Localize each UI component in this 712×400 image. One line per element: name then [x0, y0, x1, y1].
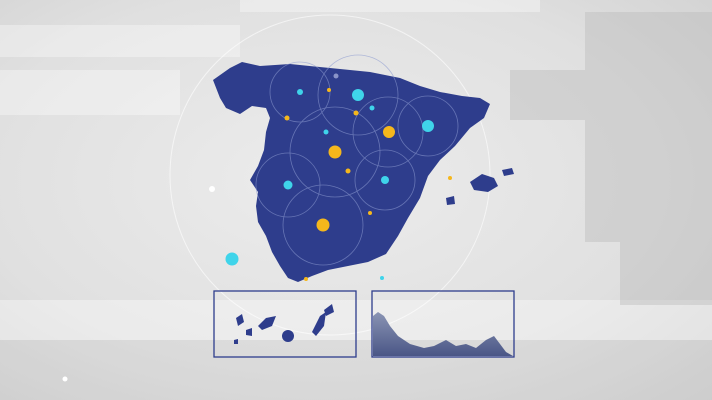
range-rings [255, 54, 459, 266]
arc [169, 14, 491, 336]
ibiza [446, 196, 455, 205]
coastline-profile [373, 312, 513, 356]
ceuta-melilla-inset [371, 290, 515, 358]
background-panels-dark [0, 12, 712, 400]
yellow-markers [284, 88, 452, 281]
canary-inset [213, 290, 357, 358]
spain-mainland [213, 62, 490, 282]
menorca [502, 168, 514, 176]
mallorca [470, 174, 498, 192]
cyan-markers [225, 89, 434, 280]
canary-islands [234, 304, 334, 344]
sparkles [62, 73, 339, 382]
